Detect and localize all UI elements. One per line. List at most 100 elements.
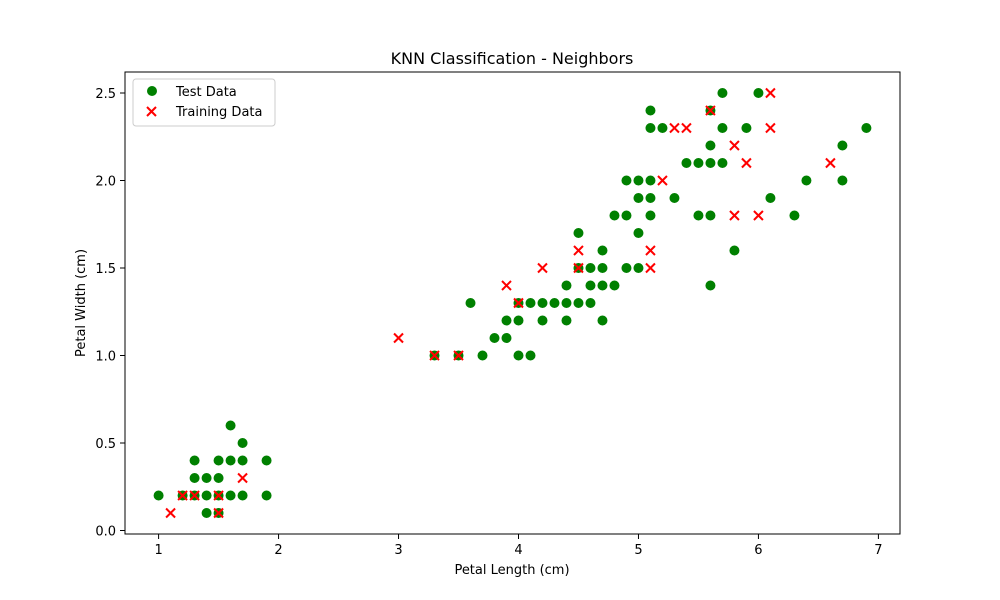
training-data-point xyxy=(573,245,584,256)
plot-area xyxy=(124,71,901,535)
x-tick-label: 7 xyxy=(874,543,882,558)
training-data-point xyxy=(729,210,740,221)
test-data-point xyxy=(237,455,248,466)
training-data-point xyxy=(213,507,224,519)
test-data-point xyxy=(765,193,776,203)
training-data-point xyxy=(513,297,524,309)
test-data-point xyxy=(645,193,656,203)
test-data-point xyxy=(153,490,164,501)
y-tick-label: 0.5 xyxy=(95,437,116,452)
test-data-point xyxy=(621,263,632,273)
x-tick-label: 6 xyxy=(754,543,762,558)
legend-label-test: Test Data xyxy=(175,85,237,100)
test-data-point xyxy=(513,315,524,326)
x-axis-ticks: 1 2 3 4 5 6 7 xyxy=(154,534,883,558)
test-data-point xyxy=(573,298,584,308)
test-data-point xyxy=(213,455,224,466)
test-data-point xyxy=(753,88,764,98)
test-data-point xyxy=(705,158,716,168)
x-tick-label: 5 xyxy=(634,543,642,558)
y-tick-label: 1.5 xyxy=(95,262,116,277)
test-data-point xyxy=(597,315,608,326)
test-data-point xyxy=(225,455,236,466)
training-data-point xyxy=(657,175,668,186)
legend-training-marker xyxy=(146,106,157,117)
test-data-point xyxy=(609,280,620,291)
training-data-point xyxy=(765,122,776,134)
test-data-point xyxy=(489,333,500,343)
test-data-point xyxy=(225,420,236,431)
test-data-point xyxy=(585,298,596,308)
y-tick-label: 2.5 xyxy=(95,87,116,102)
training-data-point xyxy=(645,262,656,274)
y-axis-label: Petal Width (cm) xyxy=(74,249,89,357)
test-data-point xyxy=(225,490,236,501)
training-data-point xyxy=(237,472,248,484)
test-data-point xyxy=(741,123,752,133)
test-data-point xyxy=(189,455,200,466)
legend: Test Data Training Data xyxy=(132,78,276,127)
x-tick-label: 2 xyxy=(274,543,282,558)
training-data-point xyxy=(741,157,752,169)
test-data-point xyxy=(261,490,272,501)
test-data-point xyxy=(477,350,488,361)
test-data-point xyxy=(861,123,872,133)
test-data-point xyxy=(501,333,512,343)
x-axis-label: Petal Length (cm) xyxy=(454,563,569,578)
x-tick-label: 1 xyxy=(154,543,162,558)
test-data-point xyxy=(561,315,572,326)
test-data-point xyxy=(549,298,560,308)
training-data-point xyxy=(213,490,224,501)
test-data-point xyxy=(633,175,644,186)
test-data-point xyxy=(537,298,548,308)
test-data-point xyxy=(597,245,608,256)
test-data-point xyxy=(717,123,728,133)
legend-test-marker xyxy=(147,86,157,96)
test-data-point xyxy=(837,175,848,186)
training-data-point xyxy=(501,280,512,291)
test-data-point xyxy=(705,280,716,291)
training-data-point xyxy=(393,332,404,344)
test-data-point xyxy=(645,210,656,221)
test-data-point xyxy=(537,315,548,326)
test-data-point xyxy=(657,123,668,133)
chart-title: KNN Classification - Neighbors xyxy=(391,49,634,68)
test-data-point xyxy=(645,105,656,116)
test-data-point xyxy=(525,350,536,361)
test-data-point xyxy=(525,298,536,308)
training-data-point xyxy=(177,490,188,501)
test-data-point xyxy=(705,140,716,151)
legend-label-training: Training Data xyxy=(175,105,262,120)
test-data-point xyxy=(717,88,728,98)
test-data-point xyxy=(465,298,476,308)
test-data-point xyxy=(213,473,224,483)
x-tick-label: 4 xyxy=(514,543,522,558)
test-data-point xyxy=(633,228,644,238)
test-data-point xyxy=(573,228,584,238)
test-data-point xyxy=(237,490,248,501)
test-data-point xyxy=(189,473,200,483)
x-tick-label: 3 xyxy=(394,543,402,558)
legend-box xyxy=(132,78,276,127)
training-data-point xyxy=(189,490,200,501)
training-data-point xyxy=(537,262,548,274)
training-data-point xyxy=(573,262,584,274)
test-data-point xyxy=(621,210,632,221)
training-data-point xyxy=(669,122,680,134)
test-data-point xyxy=(669,193,680,203)
training-data-point xyxy=(453,350,464,361)
test-data-point xyxy=(597,280,608,291)
test-data-point xyxy=(261,455,272,466)
training-data-point xyxy=(765,87,776,99)
training-data-point xyxy=(705,105,716,116)
test-data-point xyxy=(645,175,656,186)
test-data-point xyxy=(201,490,212,501)
training-data-point xyxy=(681,122,692,134)
test-data-point xyxy=(621,175,632,186)
test-data-point xyxy=(717,158,728,168)
test-data-point xyxy=(609,210,620,221)
test-data-point xyxy=(237,438,248,448)
test-data-point xyxy=(501,315,512,326)
y-tick-label: 2.0 xyxy=(95,175,116,190)
